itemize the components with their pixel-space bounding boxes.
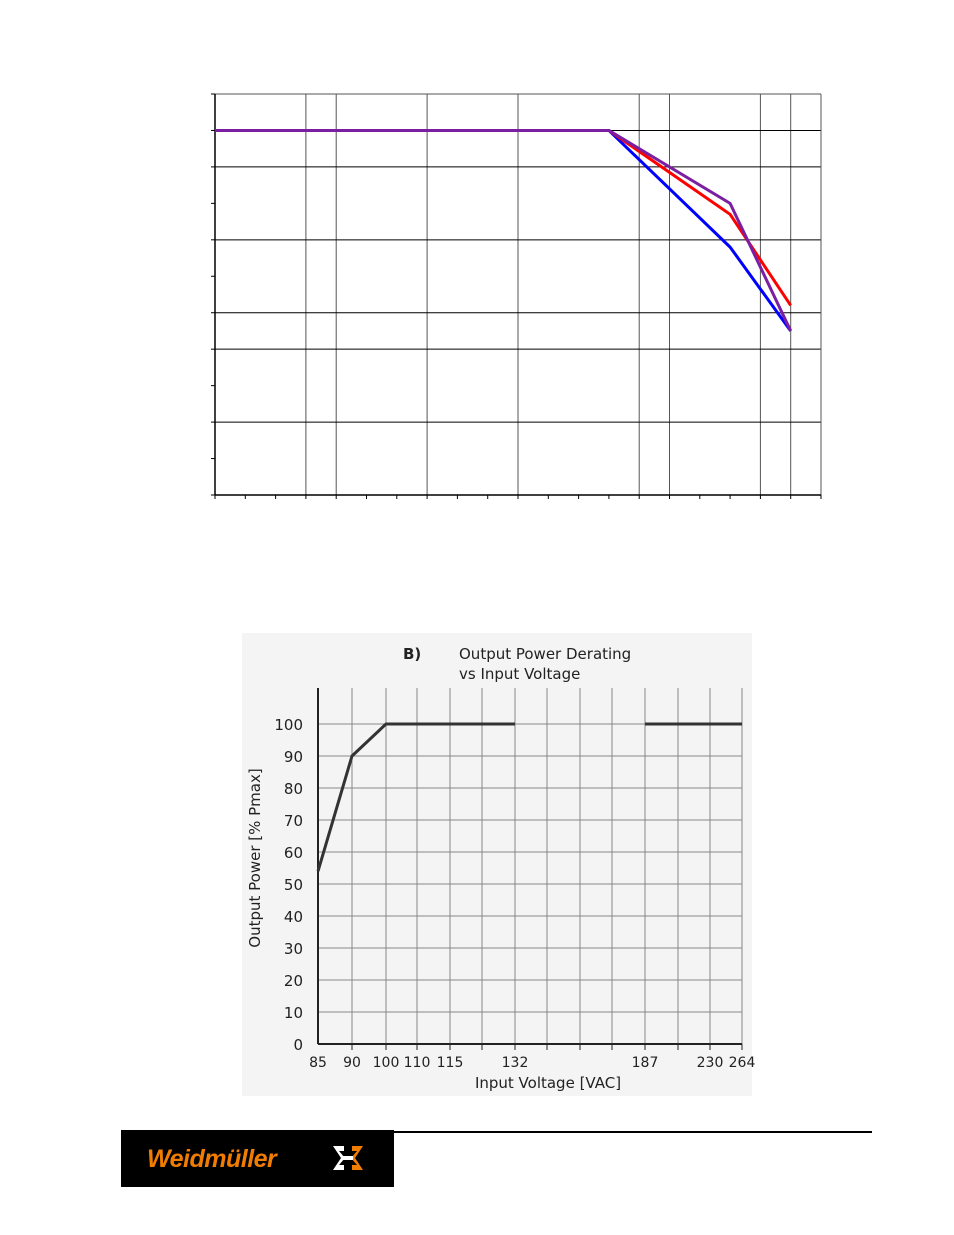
y-tick-label: 90 bbox=[284, 748, 303, 766]
chart-title: Output Power Derating bbox=[459, 645, 631, 663]
y-tick-label: 30 bbox=[284, 940, 303, 958]
derating-chart-top bbox=[211, 93, 822, 499]
y-tick-label: 20 bbox=[284, 972, 303, 990]
y-tick-label: 70 bbox=[284, 812, 303, 830]
x-tick-label: 264 bbox=[729, 1055, 756, 1071]
x-axis-label: Input Voltage [VAC] bbox=[475, 1074, 621, 1092]
chart-b-background bbox=[242, 633, 752, 1096]
y-tick-label: 50 bbox=[284, 876, 303, 894]
logo-mark-icon bbox=[333, 1146, 363, 1170]
x-tick-label: 187 bbox=[632, 1055, 659, 1071]
logo-wordmark: Weidmüller bbox=[147, 1145, 277, 1173]
series-line-3 bbox=[215, 128, 793, 332]
y-tick-label: 100 bbox=[274, 716, 303, 734]
panel-label: B) bbox=[403, 645, 421, 663]
y-tick-label: 40 bbox=[284, 908, 303, 926]
x-tick-label: 100 bbox=[373, 1055, 400, 1071]
x-tick-label: 110 bbox=[404, 1055, 431, 1071]
x-tick-label: 85 bbox=[309, 1055, 327, 1071]
y-tick-label: 10 bbox=[284, 1004, 303, 1022]
x-tick-label: 90 bbox=[343, 1055, 361, 1071]
chart-subtitle: vs Input Voltage bbox=[459, 665, 580, 683]
y-tick-label: 60 bbox=[284, 844, 303, 862]
footer-rule bbox=[393, 1131, 872, 1133]
series-line-segment-1 bbox=[316, 722, 515, 872]
x-tick-label: 115 bbox=[437, 1055, 464, 1071]
x-tick-label: 230 bbox=[697, 1055, 724, 1071]
y-tick-label: 80 bbox=[284, 780, 303, 798]
y-axis-label: Output Power [% Pmax] bbox=[246, 768, 264, 947]
x-tick-label: 132 bbox=[502, 1055, 529, 1071]
y-tick-label: 0 bbox=[293, 1036, 303, 1054]
weidmuller-logo: Weidmüller bbox=[121, 1130, 394, 1187]
